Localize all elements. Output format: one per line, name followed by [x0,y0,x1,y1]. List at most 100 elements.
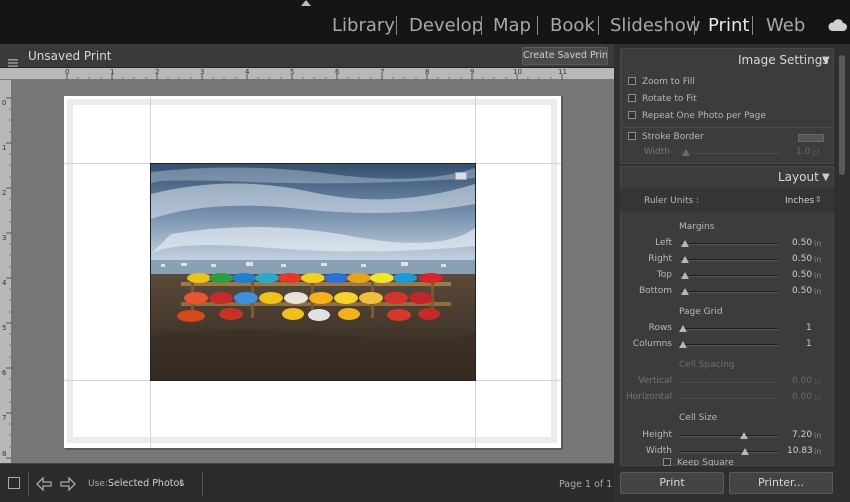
rows-slider[interactable] [680,328,778,330]
ruler-tick-label: 5 [2,324,7,332]
slider-thumb[interactable] [679,341,687,348]
cloud-icon[interactable] [827,17,847,36]
slider-thumb[interactable] [681,272,689,279]
use-select[interactable]: Selected Photos [108,478,185,489]
slider-thumb[interactable] [740,432,748,439]
horizontal-spacing-value[interactable]: 0.00 [792,392,813,402]
ruler-units-label: Ruler Units : [644,196,700,206]
unit-label: in [814,239,822,248]
module-separator [752,16,753,35]
columns-value[interactable]: 1 [806,339,812,349]
ruler-tick-label: 5 [290,68,295,76]
module-slideshow[interactable]: Slideshow [610,15,701,36]
module-book[interactable]: Book [550,15,595,36]
slider-thumb[interactable] [741,448,749,455]
ruler-tick-label: 2 [2,189,7,197]
module-develop[interactable]: Develop [409,15,484,36]
zoom-to-fill-checkbox[interactable]: Zoom to Fill [628,77,695,87]
stroke-border-checkbox[interactable]: Stroke Border [628,132,704,142]
ruler-tick-label: 8 [425,68,430,76]
cell-width-value[interactable]: 10.83 [787,446,813,456]
vertical-spacing-value[interactable]: 0.00 [792,376,813,386]
module-map[interactable]: Map [493,15,531,36]
checkbox-icon[interactable] [628,111,636,119]
checkbox-label: Rotate to Fit [642,94,697,104]
stroke-width-value[interactable]: 1.0 [796,147,811,157]
chevron-updown-icon[interactable]: ⇕ [815,195,822,204]
checkbox-icon[interactable] [663,458,671,466]
margins-heading: Margins [679,222,715,232]
margin-bottom-slider[interactable] [680,291,778,293]
cell-height-value[interactable]: 7.20 [792,430,813,440]
collapse-triangle-icon[interactable]: ▼ [822,55,830,66]
module-web[interactable]: Web [766,15,806,36]
prev-arrow-icon[interactable] [36,476,52,495]
stroke-color-swatch[interactable] [798,134,824,142]
margin-left-value[interactable]: 0.50 [792,238,813,248]
margin-top-value[interactable]: 0.50 [792,270,813,280]
slider-thumb[interactable] [679,325,687,332]
margin-bottom-value[interactable]: 0.50 [792,286,813,296]
module-library[interactable]: Library [332,15,395,36]
slider-thumb[interactable] [681,240,689,247]
ruler-top: 0 1 2 3 4 5 6 7 8 9 10 11 [0,68,614,80]
vertical-spacing-slider[interactable] [680,381,778,383]
checkbox-icon[interactable] [628,77,636,85]
ruler-units-select[interactable]: Inches [785,196,815,206]
checkbox-icon[interactable] [628,94,636,102]
module-print[interactable]: Print [708,15,750,36]
stroke-width-slider[interactable] [678,152,780,154]
margin-left-slider[interactable] [680,243,778,245]
unit-label: in [814,255,822,264]
keep-square-checkbox[interactable]: Keep Square [663,458,734,466]
panel-toggle-arrow-icon[interactable] [301,0,311,6]
checkbox-label: Stroke Border [642,132,704,142]
rows-value[interactable]: 1 [806,323,812,333]
horizontal-spacing-label: Horizontal [626,392,672,402]
image-settings-title[interactable]: Image Settings [738,53,829,67]
cell-height-slider[interactable] [680,435,778,437]
module-separator [537,16,538,35]
horizontal-spacing-slider[interactable] [680,397,778,399]
ruler-tick-label: 6 [335,68,340,76]
module-separator [396,16,397,35]
divider [622,127,832,128]
module-picker-bar: Library Develop Map Book Slideshow Print… [0,0,850,44]
checkbox-icon[interactable] [628,132,636,140]
stroke-width-unit: pt [812,148,821,157]
slider-thumb[interactable] [682,149,690,156]
module-separator [694,16,695,35]
menu-icon[interactable] [8,52,18,71]
margin-right-slider[interactable] [680,259,778,261]
margin-right-value[interactable]: 0.50 [792,254,813,264]
printer-button[interactable]: Printer... [729,472,833,494]
columns-slider[interactable] [680,344,778,346]
toolbar-separator [202,472,203,496]
cell-width-slider[interactable] [680,451,778,453]
ruler-tick-label: 4 [2,279,7,287]
print-canvas [12,80,614,463]
chevron-updown-icon[interactable]: ⇕ [178,478,185,487]
next-arrow-icon[interactable] [60,476,76,495]
slider-thumb[interactable] [681,256,689,263]
ruler-tick-label: 9 [470,68,475,76]
view-toggle-icon[interactable] [8,477,20,489]
slider-thumb[interactable] [681,288,689,295]
print-button[interactable]: Print [620,472,724,494]
margin-top-label: Top [656,270,672,280]
margin-top-slider[interactable] [680,275,778,277]
checkbox-label: Zoom to Fill [642,77,695,87]
layout-title[interactable]: Layout [778,170,819,184]
module-separator [598,16,599,35]
create-saved-print-button[interactable]: Create Saved Print [522,47,608,65]
print-page [64,96,561,448]
photo-cell[interactable] [150,163,476,381]
rotate-to-fit-checkbox[interactable]: Rotate to Fit [628,94,697,104]
ruler-units-row [620,188,834,212]
ruler-tick-label: 6 [2,369,7,377]
panel-scrollbar[interactable] [839,55,845,175]
cell-spacing-heading: Cell Spacing [679,360,735,370]
print-title: Unsaved Print [28,49,112,63]
collapse-triangle-icon[interactable]: ▼ [822,172,830,183]
repeat-photo-checkbox[interactable]: Repeat One Photo per Page [628,111,766,121]
